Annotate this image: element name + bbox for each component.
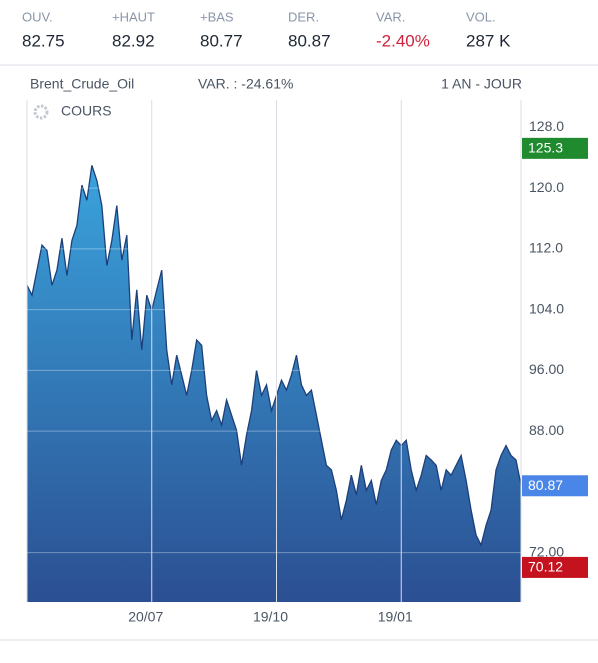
y-tick-label: 96.00 xyxy=(529,361,564,377)
x-tick-label: 19/10 xyxy=(253,609,288,625)
stat-label: +BAS xyxy=(200,9,234,24)
stat-label: VAR. xyxy=(376,9,405,24)
price-badge xyxy=(522,137,588,159)
series-label: COURS xyxy=(61,103,112,119)
chart-title: Brent_Crude_Oil xyxy=(30,76,134,92)
price-badge xyxy=(522,475,588,497)
stat-label: DER. xyxy=(288,9,319,24)
price-badge-label: 125.3 xyxy=(528,140,563,156)
price-badge xyxy=(522,556,588,578)
x-tick-label: 19/01 xyxy=(378,609,413,625)
stat-value: -2.40% xyxy=(376,31,430,50)
stat-value: 80.77 xyxy=(200,31,243,50)
y-tick-label: 88.00 xyxy=(529,422,564,438)
stat-value: 82.92 xyxy=(112,31,155,50)
stat-value: 287 K xyxy=(466,31,511,50)
stat-label: OUV. xyxy=(22,9,53,24)
stat-label: +HAUT xyxy=(112,9,155,24)
y-tick-label: 104.0 xyxy=(529,300,564,316)
chart-subtitle: VAR. : -24.61% xyxy=(198,76,293,92)
y-tick-label: 128.0 xyxy=(529,118,564,134)
stat-label: VOL. xyxy=(466,9,496,24)
stat-value: 80.87 xyxy=(288,31,331,50)
gear-icon xyxy=(33,104,49,120)
price-badge-label: 70.12 xyxy=(528,559,563,575)
stat-value: 82.75 xyxy=(22,31,65,50)
area xyxy=(27,165,521,602)
y-tick-label: 112.0 xyxy=(529,240,563,256)
period: 1 AN - JOUR xyxy=(441,76,522,92)
price-badge-label: 80.87 xyxy=(528,477,563,493)
price-line xyxy=(26,165,522,547)
x-tick-label: 20/07 xyxy=(128,609,163,625)
y-tick-label: 72.00 xyxy=(529,543,564,559)
y-tick-label: 120.0 xyxy=(529,179,564,195)
